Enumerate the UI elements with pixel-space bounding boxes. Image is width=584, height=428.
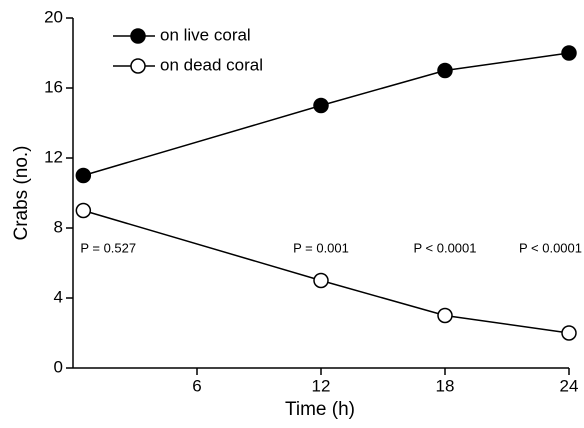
x-axis-label: Time (h) [285,399,355,420]
marker [437,62,453,79]
marker [75,167,92,184]
marker [75,202,92,219]
x-tick-label: 6 [192,376,201,395]
marker [561,45,577,61]
legend-label: on live coral [160,25,251,44]
p-value-annotation: P = 0.527 [80,240,136,255]
legend-label: on dead coral [160,55,263,74]
p-value-annotation: P = 0.001 [293,240,349,255]
x-tick-label: 18 [436,376,455,395]
marker [313,97,329,114]
x-tick-label: 24 [560,376,579,395]
y-tick-label: 20 [44,7,63,26]
p-value-annotation: P < 0.0001 [413,240,476,255]
series-line [83,209,570,334]
y-tick-label: 12 [44,147,63,166]
legend-marker [130,58,146,74]
y-tick-label: 8 [54,217,63,236]
legend-marker [130,28,146,44]
series-line [83,52,570,177]
y-tick-label: 4 [54,287,63,306]
marker [437,307,453,324]
x-tick-label: 12 [312,376,331,395]
p-value-annotation: P < 0.0001 [519,240,582,255]
y-tick-label: 0 [54,357,63,376]
y-axis-label: Crabs (no.) [11,145,32,240]
marker [561,325,577,341]
marker [313,272,329,289]
y-tick-label: 16 [44,77,63,96]
